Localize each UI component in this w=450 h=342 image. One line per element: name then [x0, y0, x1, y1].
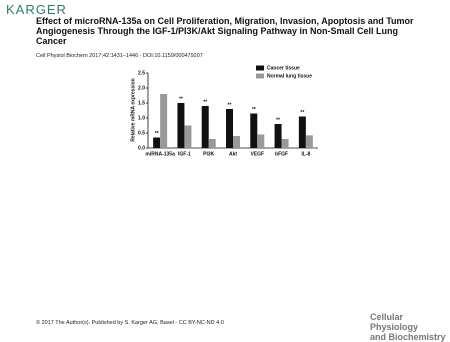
bar — [226, 109, 233, 148]
y-tick-label: 1.0 — [138, 115, 145, 121]
bar — [160, 94, 168, 148]
journal-line: Cellular Physiology — [370, 312, 419, 332]
x-tick-label: bFGF — [275, 151, 288, 157]
copyright: © 2017 The Author(s). Published by S. Ka… — [36, 320, 224, 326]
journal-logo: Cellular Physiology and Biochemistry — [370, 312, 450, 342]
y-tick-label: 1.5 — [138, 100, 145, 106]
annotation: ** — [155, 131, 159, 137]
x-tick-label: IL-8 — [301, 151, 310, 157]
bar — [281, 139, 289, 148]
y-tick-label: 0.0 — [138, 145, 145, 151]
legend-label: Normal lung tissue — [267, 73, 312, 79]
bar — [305, 135, 313, 148]
annotation: ** — [276, 117, 280, 123]
y-tick-label: 0.5 — [138, 130, 145, 136]
bar — [177, 103, 185, 148]
x-tick-label: miRNA-135a — [145, 151, 175, 157]
annotation: ** — [300, 110, 304, 116]
bar — [274, 124, 282, 148]
legend-label: Cancer tissue — [267, 65, 300, 71]
bar — [153, 137, 161, 148]
annotation: ** — [179, 96, 183, 102]
journal-line: and Biochemistry — [370, 332, 446, 342]
y-tick-label: 2.5 — [138, 70, 145, 76]
legend-swatch — [256, 65, 264, 71]
bar — [233, 136, 240, 148]
citation: Cell Physiol Biochem 2017;42:1431–1446 ·… — [36, 53, 203, 59]
x-tick-label: PI3K — [203, 151, 215, 157]
annotation: ** — [228, 102, 232, 108]
annotation: ** — [203, 99, 207, 105]
bar — [250, 113, 258, 148]
bar — [201, 106, 209, 148]
x-tick-label: Akt — [229, 151, 237, 157]
y-axis-label: Relative mRNA expression — [130, 78, 136, 141]
y-tick-label: 2.0 — [138, 85, 145, 91]
x-tick-label: VEGF — [250, 151, 264, 157]
bar — [208, 139, 216, 148]
brand: KARGER — [6, 2, 67, 17]
title: Effect of microRNA-135a on Cell Prolifer… — [36, 16, 414, 46]
bar — [257, 134, 265, 148]
annotation: ** — [252, 107, 256, 113]
bar — [184, 125, 192, 148]
legend-swatch — [256, 73, 264, 79]
x-tick-label: IGF-1 — [178, 151, 191, 157]
bar — [298, 116, 306, 148]
